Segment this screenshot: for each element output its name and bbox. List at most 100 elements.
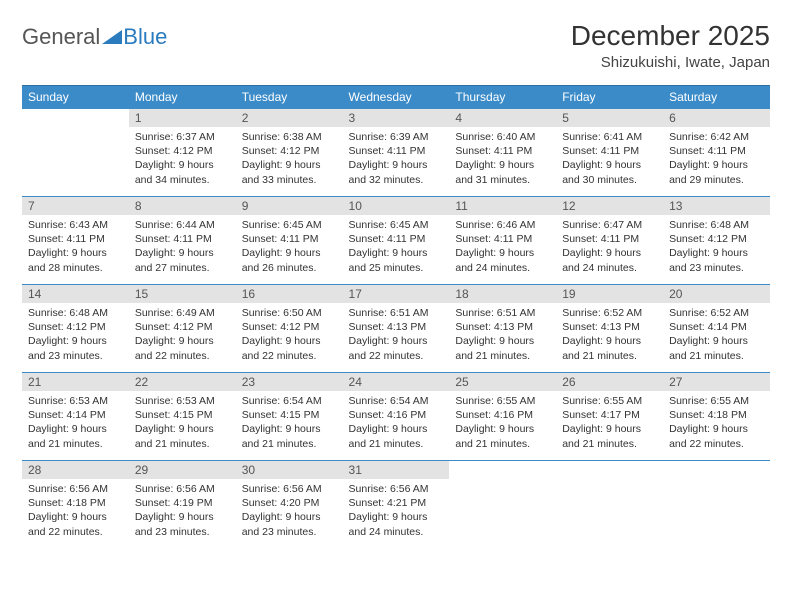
calendar-day-cell: 22Sunrise: 6:53 AMSunset: 4:15 PMDayligh… (129, 373, 236, 461)
day-data: Sunrise: 6:54 AMSunset: 4:15 PMDaylight:… (236, 391, 343, 455)
daylight-text-2: and 22 minutes. (669, 437, 764, 451)
calendar-day-cell: 16Sunrise: 6:50 AMSunset: 4:12 PMDayligh… (236, 285, 343, 373)
day-data: Sunrise: 6:42 AMSunset: 4:11 PMDaylight:… (663, 127, 770, 191)
daylight-text-1: Daylight: 9 hours (562, 334, 657, 348)
day-data: Sunrise: 6:50 AMSunset: 4:12 PMDaylight:… (236, 303, 343, 367)
sunrise-text: Sunrise: 6:47 AM (562, 218, 657, 232)
logo-text-blue: Blue (123, 24, 167, 50)
location: Shizukuishi, Iwate, Japan (571, 54, 770, 71)
sunset-text: Sunset: 4:18 PM (28, 496, 123, 510)
sunrise-text: Sunrise: 6:52 AM (562, 306, 657, 320)
daylight-text-2: and 29 minutes. (669, 173, 764, 187)
day-number: 31 (343, 461, 450, 479)
weekday-header: Wednesday (343, 86, 450, 109)
sunset-text: Sunset: 4:14 PM (669, 320, 764, 334)
calendar-day-cell: 20Sunrise: 6:52 AMSunset: 4:14 PMDayligh… (663, 285, 770, 373)
daylight-text-1: Daylight: 9 hours (562, 158, 657, 172)
sunrise-text: Sunrise: 6:52 AM (669, 306, 764, 320)
sunrise-text: Sunrise: 6:45 AM (349, 218, 444, 232)
day-data: Sunrise: 6:55 AMSunset: 4:16 PMDaylight:… (449, 391, 556, 455)
daylight-text-2: and 34 minutes. (135, 173, 230, 187)
calendar-day-cell: 26Sunrise: 6:55 AMSunset: 4:17 PMDayligh… (556, 373, 663, 461)
daylight-text-1: Daylight: 9 hours (669, 422, 764, 436)
sunrise-text: Sunrise: 6:54 AM (242, 394, 337, 408)
daylight-text-2: and 28 minutes. (28, 261, 123, 275)
day-data: Sunrise: 6:56 AMSunset: 4:20 PMDaylight:… (236, 479, 343, 543)
daylight-text-1: Daylight: 9 hours (455, 422, 550, 436)
day-number: 11 (449, 197, 556, 215)
sunset-text: Sunset: 4:13 PM (562, 320, 657, 334)
day-number: 14 (22, 285, 129, 303)
sunset-text: Sunset: 4:13 PM (455, 320, 550, 334)
sunset-text: Sunset: 4:16 PM (455, 408, 550, 422)
day-data: Sunrise: 6:44 AMSunset: 4:11 PMDaylight:… (129, 215, 236, 279)
day-data: Sunrise: 6:48 AMSunset: 4:12 PMDaylight:… (663, 215, 770, 279)
sunset-text: Sunset: 4:11 PM (455, 232, 550, 246)
sunset-text: Sunset: 4:12 PM (135, 320, 230, 334)
sunrise-text: Sunrise: 6:53 AM (28, 394, 123, 408)
day-number: 7 (22, 197, 129, 215)
sunrise-text: Sunrise: 6:53 AM (135, 394, 230, 408)
title-block: December 2025 Shizukuishi, Iwate, Japan (571, 20, 770, 71)
sunset-text: Sunset: 4:11 PM (669, 144, 764, 158)
day-number: 12 (556, 197, 663, 215)
daylight-text-1: Daylight: 9 hours (455, 334, 550, 348)
day-number: 16 (236, 285, 343, 303)
calendar-day-cell: 25Sunrise: 6:55 AMSunset: 4:16 PMDayligh… (449, 373, 556, 461)
sunrise-text: Sunrise: 6:37 AM (135, 130, 230, 144)
day-number: 29 (129, 461, 236, 479)
weekday-header: Tuesday (236, 86, 343, 109)
day-data: Sunrise: 6:52 AMSunset: 4:13 PMDaylight:… (556, 303, 663, 367)
daylight-text-2: and 24 minutes. (455, 261, 550, 275)
calendar-day-cell: 9Sunrise: 6:45 AMSunset: 4:11 PMDaylight… (236, 197, 343, 285)
weekday-header: Saturday (663, 86, 770, 109)
day-number: 13 (663, 197, 770, 215)
sunrise-text: Sunrise: 6:43 AM (28, 218, 123, 232)
daylight-text-2: and 26 minutes. (242, 261, 337, 275)
sunset-text: Sunset: 4:16 PM (349, 408, 444, 422)
day-data: Sunrise: 6:56 AMSunset: 4:19 PMDaylight:… (129, 479, 236, 543)
daylight-text-1: Daylight: 9 hours (242, 334, 337, 348)
sunrise-text: Sunrise: 6:42 AM (669, 130, 764, 144)
day-data: Sunrise: 6:45 AMSunset: 4:11 PMDaylight:… (343, 215, 450, 279)
sunrise-text: Sunrise: 6:40 AM (455, 130, 550, 144)
day-number (556, 461, 663, 479)
daylight-text-1: Daylight: 9 hours (562, 422, 657, 436)
sunrise-text: Sunrise: 6:46 AM (455, 218, 550, 232)
calendar-week-row: 7Sunrise: 6:43 AMSunset: 4:11 PMDaylight… (22, 197, 770, 285)
daylight-text-1: Daylight: 9 hours (28, 422, 123, 436)
month-title: December 2025 (571, 20, 770, 52)
day-data: Sunrise: 6:39 AMSunset: 4:11 PMDaylight:… (343, 127, 450, 191)
sunrise-text: Sunrise: 6:50 AM (242, 306, 337, 320)
sunset-text: Sunset: 4:11 PM (28, 232, 123, 246)
daylight-text-1: Daylight: 9 hours (349, 246, 444, 260)
daylight-text-2: and 21 minutes. (242, 437, 337, 451)
calendar-day-cell: 2Sunrise: 6:38 AMSunset: 4:12 PMDaylight… (236, 109, 343, 197)
sunrise-text: Sunrise: 6:56 AM (28, 482, 123, 496)
day-number: 27 (663, 373, 770, 391)
calendar-day-cell (22, 109, 129, 197)
sunset-text: Sunset: 4:12 PM (242, 144, 337, 158)
day-number: 8 (129, 197, 236, 215)
sunrise-text: Sunrise: 6:45 AM (242, 218, 337, 232)
day-data: Sunrise: 6:53 AMSunset: 4:15 PMDaylight:… (129, 391, 236, 455)
daylight-text-1: Daylight: 9 hours (135, 334, 230, 348)
sunrise-text: Sunrise: 6:51 AM (349, 306, 444, 320)
calendar-week-row: 14Sunrise: 6:48 AMSunset: 4:12 PMDayligh… (22, 285, 770, 373)
calendar-day-cell: 12Sunrise: 6:47 AMSunset: 4:11 PMDayligh… (556, 197, 663, 285)
day-data: Sunrise: 6:40 AMSunset: 4:11 PMDaylight:… (449, 127, 556, 191)
daylight-text-1: Daylight: 9 hours (669, 246, 764, 260)
daylight-text-2: and 21 minutes. (349, 437, 444, 451)
day-data: Sunrise: 6:54 AMSunset: 4:16 PMDaylight:… (343, 391, 450, 455)
daylight-text-1: Daylight: 9 hours (135, 510, 230, 524)
calendar-day-cell: 7Sunrise: 6:43 AMSunset: 4:11 PMDaylight… (22, 197, 129, 285)
calendar-day-cell: 10Sunrise: 6:45 AMSunset: 4:11 PMDayligh… (343, 197, 450, 285)
daylight-text-1: Daylight: 9 hours (28, 334, 123, 348)
daylight-text-2: and 23 minutes. (28, 349, 123, 363)
day-number: 15 (129, 285, 236, 303)
day-number: 9 (236, 197, 343, 215)
day-data: Sunrise: 6:43 AMSunset: 4:11 PMDaylight:… (22, 215, 129, 279)
sunset-text: Sunset: 4:11 PM (242, 232, 337, 246)
calendar-week-row: 1Sunrise: 6:37 AMSunset: 4:12 PMDaylight… (22, 109, 770, 197)
day-number: 10 (343, 197, 450, 215)
